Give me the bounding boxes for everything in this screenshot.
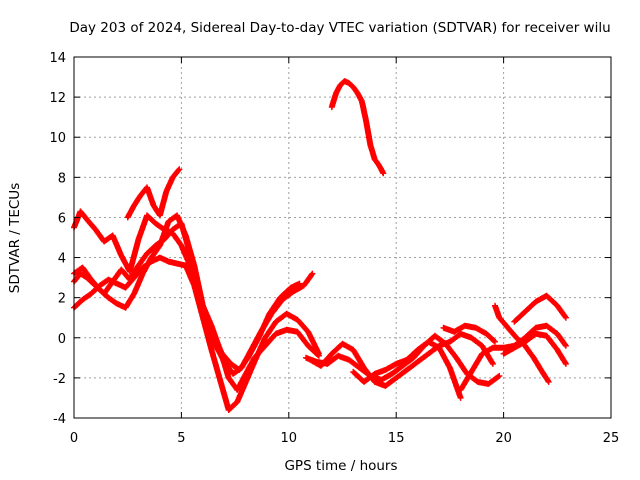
series-track-13 [511, 292, 569, 325]
x-tick-label: 20 [495, 431, 512, 446]
grid-lines [74, 57, 611, 418]
x-tick-label: 5 [177, 431, 185, 446]
y-tick-label: 0 [58, 332, 66, 347]
marker-trace [307, 330, 496, 389]
marker-trace [440, 322, 498, 345]
marker-trace [500, 330, 569, 367]
marker-trace [328, 78, 387, 177]
y-tick-label: 4 [58, 252, 66, 267]
y-tick-label: 8 [58, 171, 66, 186]
marker-trace [511, 292, 569, 325]
series-track-12 [492, 302, 552, 385]
y-axis-label: SDTVAR / TECUs [7, 183, 23, 293]
marker-trace [124, 166, 183, 221]
x-tick-label: 0 [70, 431, 78, 446]
y-tick-label: 14 [49, 51, 66, 66]
plot-frame [73, 56, 612, 419]
y-tick-label: -4 [53, 412, 66, 427]
x-tick-label: 15 [388, 431, 405, 446]
series-track-14 [500, 330, 569, 367]
chart-title: Day 203 of 2024, Sidereal Day-to-day VTE… [69, 20, 610, 36]
y-tick-label: 2 [58, 292, 66, 307]
y-tick-label: 6 [58, 211, 66, 226]
axis-ticks: 0 5 10 15 20 25 -4 -2 0 2 4 6 8 10 12 14 [49, 51, 619, 446]
y-tick-label: 12 [49, 91, 66, 106]
x-tick-label: 10 [281, 431, 298, 446]
marker-trace [350, 338, 464, 401]
series-track-9 [350, 338, 464, 401]
series-track-8 [307, 330, 496, 389]
series-track-6 [328, 78, 387, 177]
data-points [71, 78, 569, 413]
x-axis-label: GPS time / hours [284, 458, 397, 474]
series-track-10 [440, 322, 498, 345]
marker-trace [492, 302, 552, 385]
y-tick-label: 10 [49, 131, 66, 146]
y-tick-label: -2 [53, 372, 66, 387]
x-tick-label: 25 [603, 431, 620, 446]
series-track-5 [124, 166, 183, 221]
